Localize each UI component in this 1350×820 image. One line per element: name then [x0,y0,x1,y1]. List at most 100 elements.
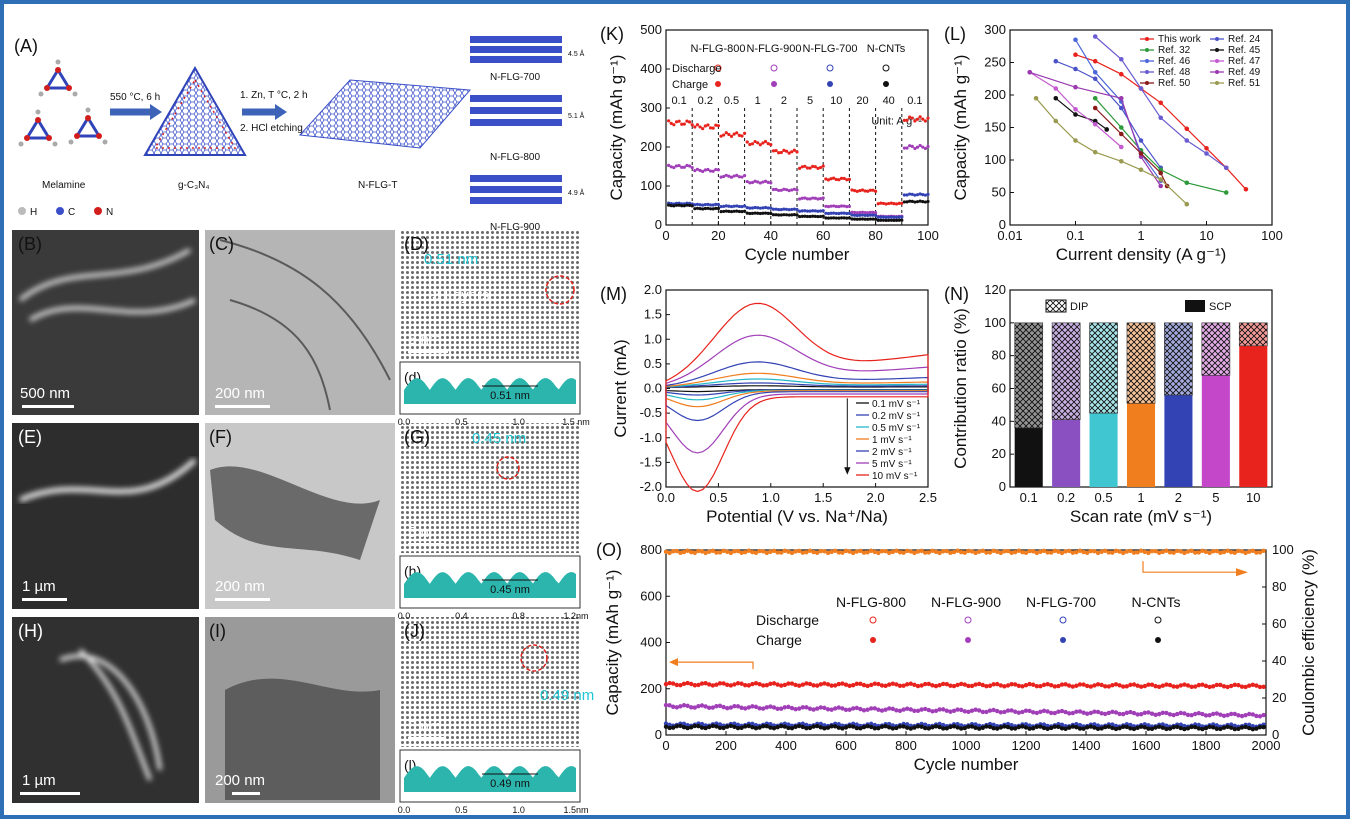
o-point-N-FLG-800 [1124,684,1130,689]
o-point-N-FLG-900 [689,705,694,710]
scalebar-d [408,350,448,353]
k-point-N-FLG-800 [687,120,692,124]
k-point-N-CNTs [837,216,841,220]
o-point-N-FLG-800 [735,681,741,686]
profile-l-fill [404,766,576,792]
o-point-N-CNTs [1020,724,1025,729]
arrow-step2-head [275,104,287,120]
k-point-N-FLG-900 [674,164,679,168]
k-point-N-FLG-700 [824,211,828,215]
o-point-N-CNTs [980,725,985,730]
stack-label-800: N-FLG-800 [490,152,540,163]
k-point-N-CNTs [894,218,899,223]
o-point-N-FLG-800 [1063,682,1068,687]
o-ce-point [1160,549,1166,555]
o-point-N-FLG-700 [1146,723,1151,728]
k-point-N-FLG-800 [719,134,723,138]
l-point-This work [1204,146,1209,151]
l-point-Ref. 48 [1138,86,1144,91]
step2-label-1: 1. Zn, T °C, 2 h [240,90,308,101]
k-point-N-CNTs [698,207,702,211]
k-point-N-CNTs [926,199,930,204]
o-point-N-CNTs [728,723,733,729]
k-point-N-FLG-700 [779,207,783,212]
k-point-N-FLG-800 [881,201,886,206]
o-point-N-FLG-800 [789,681,795,686]
o-ce-point [815,550,820,556]
o-point-N-FLG-700 [822,723,827,728]
k-point-N-FLG-800 [677,119,681,123]
o-ce-point [861,550,867,555]
hrtem-j-spacing: 0.49 nm [540,687,594,704]
o-ce-point [923,550,928,555]
o-point-N-FLG-800 [1067,683,1072,688]
o-point-N-CNTs [768,725,773,730]
o-point-N-FLG-900 [786,704,791,710]
o-legend-name: N-FLG-900 [931,594,1001,610]
o-ce-point [779,550,784,555]
o-point-N-FLG-900 [717,703,723,709]
o-point-N-FLG-900 [1157,711,1162,717]
o-point-N-CNTs [987,724,993,729]
k-point-N-CNTs [690,204,694,208]
y-axis-label: Capacity (mAh g⁻¹) [603,570,622,716]
k-point-N-FLG-800 [829,177,833,181]
o-point-N-FLG-900 [876,707,881,712]
k-point-N-CNTs [737,209,741,214]
k-legend-discharge-marker [882,64,890,72]
k-point-N-FLG-700 [926,192,930,196]
o-point-N-CNTs [869,724,874,730]
k-point-N-FLG-900 [727,174,731,178]
o-point-N-FLG-800 [847,683,852,689]
o-point-N-FLG-800 [1117,683,1122,688]
o-point-N-FLG-900 [797,706,802,711]
scalebar-label-i: 200 nm [215,772,265,789]
x-tick-label: 0.0 [657,490,675,505]
k-point-N-FLG-900 [782,187,786,191]
k-point-N-FLG-800 [853,188,857,193]
k-point-N-FLG-900 [667,163,671,167]
o-point-N-FLG-800 [1041,682,1047,688]
o-point-N-FLG-900 [1203,713,1209,718]
o-point-N-FLG-700 [1160,722,1166,727]
k-point-N-FLG-800 [818,165,823,170]
k-point-N-FLG-800 [908,115,912,119]
o-point-N-CNTs [1002,724,1007,729]
o-point-N-FLG-800 [908,681,913,686]
o-point-N-FLG-900 [764,705,769,710]
l-point-Ref. 32 [1092,95,1098,101]
o-ce-point [678,550,683,556]
k-point-N-CNTs [674,203,679,207]
o-point-N-CNTs [905,725,910,730]
o-point-N-FLG-800 [1229,683,1234,689]
hrtem-g-spacing: 0.45 nm [472,430,526,447]
o-point-N-CNTs [1049,725,1054,731]
l-point-Ref. 32 [1118,125,1124,130]
o-point-N-FLG-900 [699,703,705,708]
o-point-N-FLG-700 [1196,722,1202,728]
o-point-N-CNTs [1128,726,1133,731]
o-point-N-FLG-900 [1164,710,1169,716]
k-point-N-FLG-900 [695,167,700,171]
k-point-N-FLG-700 [795,207,799,212]
o-point-N-FLG-800 [836,681,841,687]
o-point-N-FLG-900 [663,702,669,708]
k-point-N-CNTs [745,211,749,215]
k-point-N-FLG-900 [672,165,676,170]
o-ce-point [1214,548,1220,554]
o-point-N-FLG-800 [987,683,993,688]
o-point-N-CNTs [1218,726,1223,732]
l-legend-marker [1145,70,1149,74]
o-point-N-FLG-800 [998,683,1003,688]
tem-image-f-texture [210,466,380,560]
k-point-N-CNTs [708,207,713,211]
o-point-N-FLG-900 [1232,711,1238,717]
o-ce-point [984,550,989,555]
x-tick-label: 20 [711,228,725,243]
o-ce-point [699,549,705,554]
o-ce-point [1131,550,1137,555]
o-point-N-CNTs [858,726,863,731]
o-point-N-FLG-700 [905,722,910,727]
k-point-N-FLG-700 [821,209,825,213]
